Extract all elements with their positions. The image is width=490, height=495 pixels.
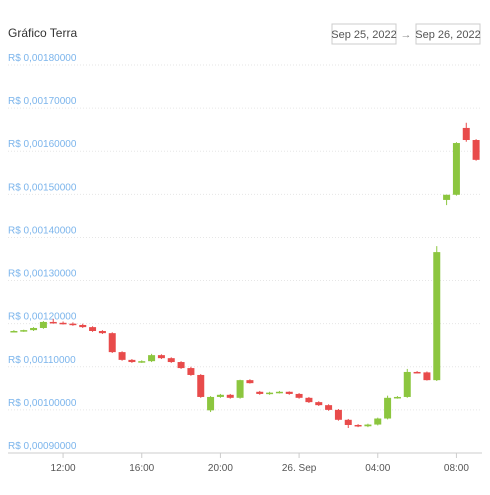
candle-body bbox=[236, 380, 244, 398]
candle-body bbox=[295, 393, 303, 398]
candle-body bbox=[374, 418, 382, 425]
candle-body bbox=[79, 324, 87, 328]
x-tick-label: 20:00 bbox=[208, 463, 233, 474]
candle-body bbox=[207, 396, 215, 411]
candle-body bbox=[472, 140, 480, 160]
candle-body bbox=[423, 372, 431, 381]
candle-body bbox=[167, 358, 175, 363]
candle-body bbox=[118, 352, 126, 360]
date-to[interactable]: Sep 26, 2022 bbox=[415, 29, 480, 41]
candle-body bbox=[20, 330, 28, 332]
y-tick-label: R$ 0,00120000 bbox=[8, 312, 77, 323]
date-arrow: → bbox=[401, 29, 412, 41]
candle-body bbox=[393, 396, 401, 399]
candle-body bbox=[462, 127, 470, 141]
candle-body bbox=[69, 323, 77, 326]
candle-body bbox=[344, 419, 352, 425]
chart-title: Gráfico Terra bbox=[8, 26, 77, 40]
candle-body bbox=[30, 327, 38, 331]
candle-body bbox=[157, 355, 165, 359]
x-tick-label: 16:00 bbox=[129, 463, 154, 474]
y-tick-label: R$ 0,00140000 bbox=[8, 225, 77, 236]
x-tick-label: 04:00 bbox=[365, 463, 390, 474]
candle-body bbox=[197, 374, 205, 397]
candle-body bbox=[354, 424, 362, 427]
candle-body bbox=[325, 405, 333, 410]
y-tick-label: R$ 0,00180000 bbox=[8, 53, 77, 64]
candle-body bbox=[275, 391, 283, 394]
candle-body bbox=[148, 355, 156, 362]
candle-body bbox=[413, 371, 421, 374]
candle-body bbox=[334, 409, 342, 420]
x-tick-label: 26. Sep bbox=[282, 463, 317, 474]
candle-body bbox=[364, 424, 372, 427]
candle-body bbox=[226, 394, 234, 398]
candle-body bbox=[49, 321, 57, 324]
candle-body bbox=[59, 322, 67, 325]
candle-body bbox=[128, 359, 136, 363]
candle-body bbox=[315, 402, 323, 406]
x-tick-label: 12:00 bbox=[51, 463, 76, 474]
y-tick-label: R$ 0,00150000 bbox=[8, 182, 77, 193]
candle-body bbox=[246, 380, 254, 384]
candle-body bbox=[452, 143, 460, 195]
candle-body bbox=[285, 391, 293, 394]
candle-body bbox=[98, 330, 106, 334]
candle-body bbox=[177, 362, 185, 369]
candle-body bbox=[216, 394, 224, 397]
date-from-box[interactable] bbox=[331, 23, 397, 45]
candle-body bbox=[384, 397, 392, 419]
y-tick-label: R$ 0,00170000 bbox=[8, 96, 77, 107]
date-from[interactable]: Sep 25, 2022 bbox=[331, 29, 396, 41]
candle-body bbox=[403, 371, 411, 397]
candle-body bbox=[433, 252, 441, 381]
y-tick-label: R$ 0,00100000 bbox=[8, 398, 77, 409]
y-tick-label: R$ 0,00160000 bbox=[8, 139, 77, 150]
candle-body bbox=[256, 391, 264, 394]
date-to-box[interactable] bbox=[415, 23, 481, 45]
candle-body bbox=[305, 397, 313, 403]
candle-body bbox=[138, 361, 146, 363]
candle-body bbox=[187, 368, 195, 375]
y-tick-label: R$ 0,00090000 bbox=[8, 441, 77, 452]
candle-body bbox=[89, 327, 97, 331]
y-tick-label: R$ 0,00130000 bbox=[8, 269, 77, 280]
x-tick-label: 08:00 bbox=[444, 463, 469, 474]
candle-body bbox=[266, 392, 274, 395]
candle-body bbox=[108, 333, 116, 353]
candle-body bbox=[443, 194, 451, 200]
candle-body bbox=[10, 330, 18, 333]
y-tick-label: R$ 0,00110000 bbox=[8, 355, 76, 366]
candle-body bbox=[39, 321, 47, 328]
